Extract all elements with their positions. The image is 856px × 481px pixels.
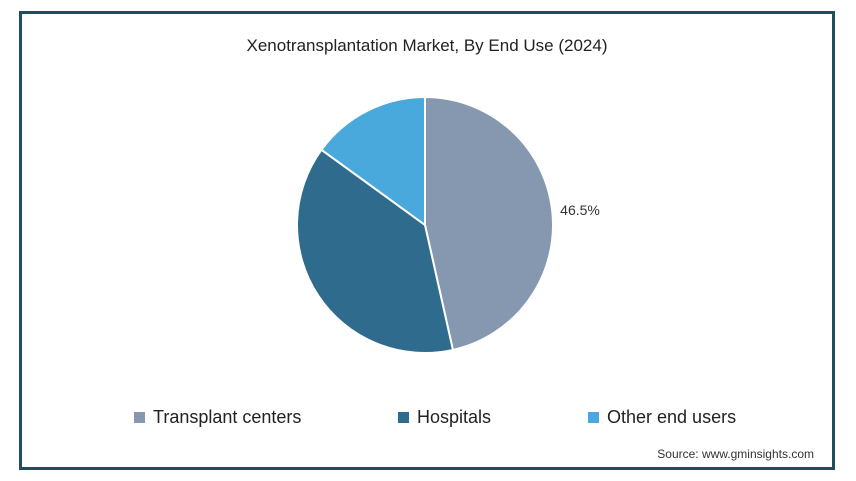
legend-item-transplant-centers: Transplant centers xyxy=(134,407,301,428)
pie-slice-hospitals xyxy=(296,148,455,354)
legend-label: Transplant centers xyxy=(153,407,302,427)
legend-swatch xyxy=(398,412,409,423)
pie-slice-transplant-centers xyxy=(424,95,554,352)
source-note: Source: www.gminsights.com xyxy=(657,447,814,461)
chart-frame: Xenotransplantation Market, By End Use (… xyxy=(19,11,835,470)
legend-label: Hospitals xyxy=(417,407,492,427)
legend: Transplant centers Hospitals Other end u… xyxy=(22,407,832,431)
pie-chart: 46.5% xyxy=(296,95,600,354)
legend-item-hospitals: Hospitals xyxy=(398,407,491,428)
legend-item-other-end-users: Other end users xyxy=(588,407,736,428)
data-label: 46.5% xyxy=(560,202,600,218)
legend-swatch xyxy=(134,412,145,423)
legend-label: Other end users xyxy=(607,407,737,427)
pie-slice-other-end-users xyxy=(320,95,426,227)
legend-swatch xyxy=(588,412,599,423)
chart-title: Xenotransplantation Market, By End Use (… xyxy=(246,36,608,55)
